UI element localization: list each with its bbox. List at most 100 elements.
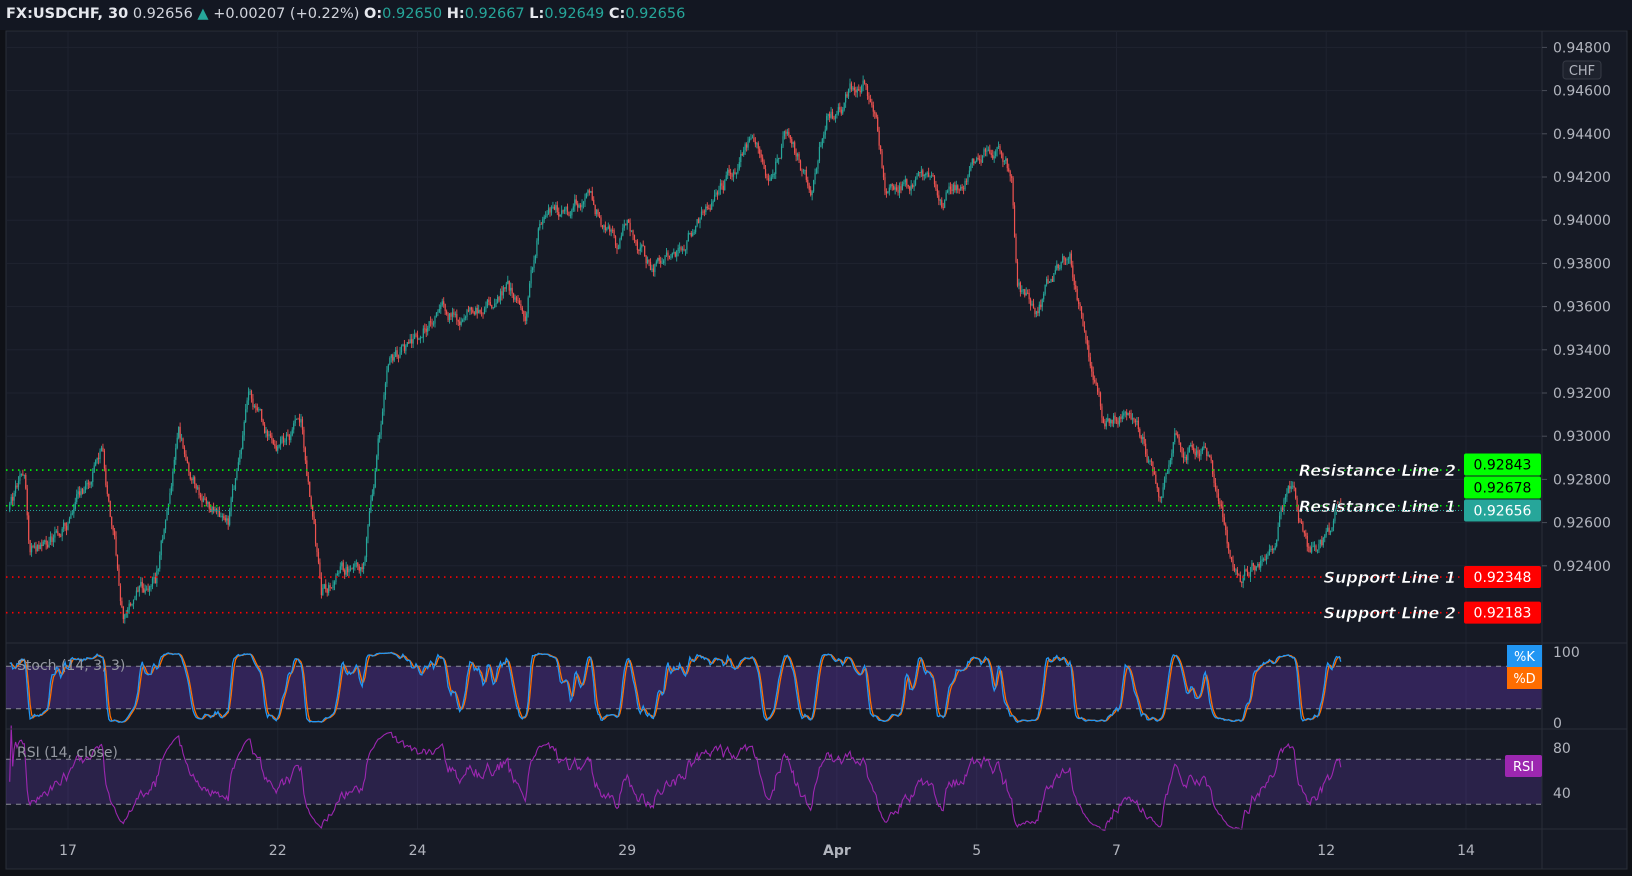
- candle-body: [402, 344, 404, 347]
- candle-body: [1273, 549, 1275, 551]
- candle-body: [387, 364, 389, 371]
- candle-body: [341, 562, 343, 567]
- candle-body: [22, 473, 24, 476]
- candle-body: [856, 89, 858, 93]
- candle-body: [199, 495, 202, 498]
- candle-body: [987, 149, 989, 151]
- candle-body: [226, 518, 228, 521]
- candle-body: [550, 207, 553, 213]
- candle-body: [896, 187, 898, 190]
- candle-body: [855, 90, 857, 93]
- price-axis[interactable]: 0.94800 0.94600 0.94400 0.94200 0.94000 0.938…: [1542, 40, 1611, 575]
- candle-body: [799, 160, 802, 171]
- price-tick-label: 0.94000: [1553, 213, 1611, 229]
- candle-body: [1156, 483, 1158, 489]
- candle-body: [657, 257, 659, 262]
- stoch-title[interactable]: Stoch (14, 3, 3): [17, 658, 125, 674]
- candle-body: [681, 248, 684, 250]
- candle-body: [1280, 507, 1282, 516]
- candle-body: [1169, 460, 1171, 465]
- candle-body: [125, 613, 127, 615]
- candle-body: [338, 572, 340, 574]
- candle-body: [293, 423, 295, 430]
- candle-body: [1012, 177, 1014, 206]
- rsi-title[interactable]: RSI (14, close): [17, 745, 118, 761]
- candle-body: [115, 536, 117, 556]
- candle-body: [834, 115, 837, 119]
- candle-body: [721, 183, 723, 186]
- level-label: Resistance Line 1: [1299, 497, 1456, 516]
- candle-body: [976, 158, 978, 162]
- candle-body: [1239, 574, 1241, 583]
- candle-body: [929, 175, 931, 177]
- candle-body: [670, 257, 672, 258]
- level-price-badge: [1464, 453, 1541, 476]
- candle-body: [962, 188, 965, 190]
- candle-body: [1152, 461, 1154, 472]
- candle-body: [1056, 264, 1058, 270]
- candle-body: [568, 211, 570, 216]
- candle-body: [750, 138, 752, 139]
- candle-body: [566, 206, 569, 212]
- candle-body: [1276, 539, 1278, 547]
- price-tick-label: 0.92400: [1553, 559, 1611, 575]
- candle-body: [626, 219, 628, 226]
- candle-body: [810, 189, 812, 196]
- candle-body: [587, 190, 589, 194]
- candle-body: [979, 159, 981, 160]
- candle-body: [443, 301, 445, 305]
- close-value: 0.92656: [625, 6, 686, 22]
- candle-body: [456, 314, 458, 321]
- candle-body: [1040, 304, 1042, 308]
- candle-body: [1225, 524, 1227, 531]
- candle-body: [192, 477, 194, 481]
- candle-body: [377, 438, 379, 456]
- candle-body: [983, 149, 985, 156]
- candle-body: [1050, 278, 1052, 282]
- candle-body: [502, 287, 505, 296]
- candle-body: [778, 157, 780, 160]
- candle-body: [287, 434, 289, 436]
- candle-body: [898, 186, 901, 193]
- candle-body: [1120, 417, 1122, 419]
- candle-body: [1251, 563, 1253, 572]
- candle-body: [130, 603, 132, 606]
- candle-body: [837, 107, 839, 114]
- candle-body: [826, 116, 828, 130]
- candle-body: [1337, 505, 1339, 507]
- candle-body: [1159, 496, 1161, 499]
- currency-badge[interactable]: CHF: [1562, 60, 1602, 80]
- candle-body: [1308, 546, 1310, 548]
- price-tick-label: 0.94200: [1553, 170, 1611, 186]
- candle-body: [1089, 357, 1091, 366]
- candle-body: [1318, 544, 1320, 550]
- candle-body: [1092, 371, 1094, 380]
- candle-body: [105, 468, 107, 486]
- candle-body: [224, 518, 226, 521]
- candle-body: [1021, 290, 1023, 293]
- candle-body: [399, 352, 401, 358]
- candle-body: [65, 525, 68, 530]
- candle-body: [764, 168, 767, 176]
- candle-body: [795, 153, 797, 157]
- candle-body: [1303, 530, 1305, 534]
- candle-body: [296, 418, 298, 420]
- candle-body: [1145, 443, 1147, 455]
- candle-body: [112, 525, 114, 531]
- candle-body: [1035, 311, 1038, 315]
- candle-body: [585, 193, 588, 199]
- symbol-label[interactable]: FX:USDCHF, 30: [6, 6, 129, 22]
- chart-area[interactable]: Resistance Line 2 Resistance Line 1 Suppor…: [0, 30, 1632, 876]
- candle-body: [811, 191, 813, 196]
- candle-body: [60, 535, 62, 537]
- candle-body: [1181, 447, 1183, 454]
- candle-body: [489, 301, 491, 306]
- candle-body: [802, 170, 805, 172]
- candle-body: [942, 207, 944, 208]
- candle-body: [185, 454, 187, 461]
- candle-body: [553, 206, 555, 210]
- candle-body: [370, 500, 372, 512]
- time-axis[interactable]: 17 22 24 29 Apr 5 7 12 14: [59, 843, 1475, 859]
- candle-body: [941, 200, 943, 208]
- candle-body: [1022, 289, 1024, 291]
